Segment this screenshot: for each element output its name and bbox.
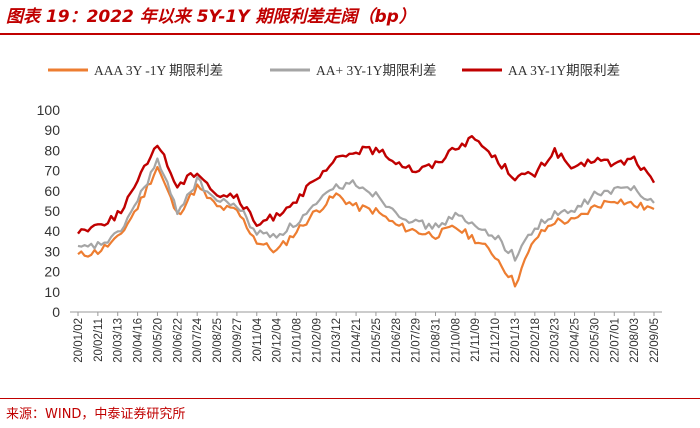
- y-tick-label: 0: [52, 304, 60, 320]
- y-tick-label: 70: [44, 163, 60, 179]
- x-tick-label: 20/04/16: [133, 318, 145, 363]
- x-tick-label: 20/02/11: [93, 318, 105, 362]
- y-tick-label: 40: [44, 223, 60, 239]
- x-tick-label: 21/07/29: [411, 318, 423, 363]
- x-tick-label: 21/10/08: [450, 318, 462, 363]
- x-axis: 20/01/02 20/02/11 20/03/13 20/04/16 20/05/20…: [70, 311, 662, 363]
- x-tick-label: 21/06/28: [391, 318, 403, 363]
- y-tick-label: 10: [44, 284, 60, 300]
- y-tick-label: 60: [44, 183, 60, 199]
- x-tick-label: 20/07/24: [192, 317, 204, 362]
- x-tick-label: 20/06/22: [172, 318, 184, 363]
- x-tick-label: 22/02/18: [530, 318, 542, 363]
- series-line: [77, 157, 655, 262]
- y-tick-label: 100: [37, 102, 61, 118]
- source-note: 来源：WIND，中泰证券研究所: [6, 407, 186, 422]
- x-tick-label: 21/03/12: [331, 318, 343, 363]
- legend-label: AAA 3Y -1Y 期限利差: [94, 63, 223, 78]
- series-line: [77, 134, 656, 235]
- x-tick-label: 20/08/25: [212, 318, 224, 363]
- x-tick-label: 20/01/02: [73, 318, 85, 363]
- x-tick-label: 21/01/08: [291, 318, 303, 363]
- x-tick-label: 21/02/09: [311, 318, 323, 363]
- x-tick-label: 21/08/31: [431, 318, 443, 363]
- line-chart: AAA 3Y -1Y 期限利差 AA+ 3Y-1Y期限利差 AA 3Y-1Y期限利差…: [37, 63, 662, 363]
- x-tick-label: 21/05/25: [371, 318, 383, 363]
- series-line: [77, 165, 655, 288]
- x-tick-label: 21/11/09: [470, 318, 482, 362]
- x-tick-label: 22/09/05: [649, 318, 661, 363]
- x-tick-label: 22/03/23: [550, 318, 562, 363]
- x-tick-label: 20/03/13: [113, 318, 125, 363]
- x-tick-label: 22/07/01: [609, 318, 621, 363]
- x-tick-label: 20/11/04: [252, 317, 264, 362]
- x-tick-label: 20/12/04: [272, 317, 284, 362]
- y-axis-ticks: 0 10 20 30 40 50 60 70 80 90 100: [37, 102, 61, 320]
- x-tick-label: 21/12/10: [490, 318, 502, 363]
- legend-label: AA+ 3Y-1Y期限利差: [316, 63, 437, 78]
- y-tick-label: 50: [44, 203, 60, 219]
- y-tick-label: 90: [44, 122, 60, 138]
- x-tick-label: 22/08/03: [629, 318, 641, 363]
- legend: AAA 3Y -1Y 期限利差 AA+ 3Y-1Y期限利差 AA 3Y-1Y期限利差: [48, 63, 620, 78]
- footer-rule: [0, 398, 700, 399]
- x-tick-label: 20/09/27: [232, 318, 244, 363]
- y-tick-label: 30: [44, 243, 60, 259]
- x-tick-label: 22/05/30: [589, 318, 601, 363]
- y-tick-label: 80: [44, 142, 60, 158]
- title-rule: [0, 33, 700, 35]
- x-tick-label: 20/05/20: [152, 318, 164, 363]
- series-lines: [77, 134, 656, 288]
- legend-label: AA 3Y-1Y期限利差: [508, 63, 620, 78]
- chart-title: 图表 19：2022 年以来 5Y-1Y 期限利差走阔（bp）: [6, 7, 416, 27]
- x-tick-label: 21/04/21: [351, 318, 363, 363]
- x-tick-label: 22/04/25: [570, 318, 582, 363]
- x-tick-label: 22/01/13: [510, 318, 522, 363]
- y-tick-label: 20: [44, 264, 60, 280]
